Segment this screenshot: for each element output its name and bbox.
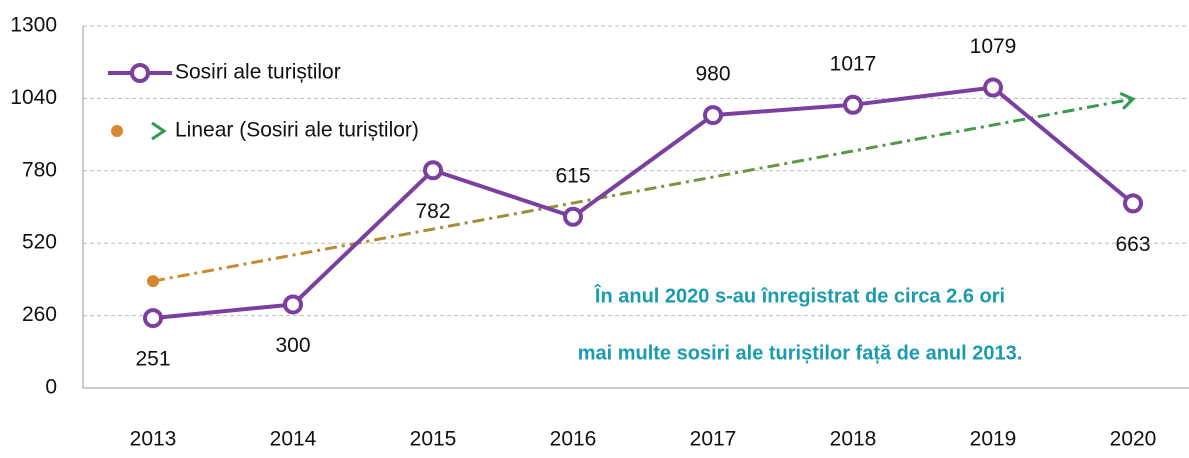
point	[283, 294, 303, 315]
legend-trend-arrow	[151, 121, 167, 141]
x-tick-label: 2020	[1110, 428, 1157, 451]
point	[983, 77, 1003, 98]
point	[1123, 193, 1143, 214]
data-label: 251	[135, 348, 170, 371]
x-tick-label: 2013	[130, 428, 177, 451]
x-tick-label: 2015	[410, 428, 457, 451]
data-label: 1017	[830, 52, 877, 75]
y-tick-label: 1300	[10, 14, 57, 37]
annotation: În anul 2020 s-au înregistrat de circa 2…	[594, 283, 1005, 307]
x-tick-label: 2018	[830, 428, 877, 451]
point	[843, 94, 863, 115]
data-label: 300	[275, 334, 310, 357]
trendline	[152, 97, 1134, 283]
series-line	[152, 85, 1135, 321]
trend-start	[147, 275, 159, 288]
annotation: mai multe sosiri ale turiștilor față de …	[578, 342, 1023, 364]
point	[143, 308, 163, 329]
data-label: 1079	[970, 35, 1017, 58]
y-tick-label: 260	[22, 303, 57, 326]
trend-arrow	[1119, 91, 1136, 110]
x-tick-label: 2019	[970, 428, 1017, 451]
legend-label: Sosiri ale turiștilor	[175, 61, 341, 84]
x-tick-label: 2014	[270, 428, 317, 451]
legend-label: Linear (Sosiri ale turiștilor)	[175, 119, 419, 142]
x-tick-label: 2017	[690, 428, 737, 451]
x-tick-label: 2016	[550, 428, 597, 451]
data-label: 615	[555, 164, 590, 187]
legend-marker	[130, 63, 150, 83]
y-tick-label: 520	[22, 231, 57, 254]
y-tick-label: 1040	[10, 86, 57, 109]
point	[563, 206, 583, 227]
data-label: 663	[1115, 233, 1150, 256]
data-label: 980	[695, 63, 730, 86]
y-tick-label: 0	[45, 376, 57, 399]
point	[703, 105, 723, 126]
y-tick-label: 780	[22, 158, 57, 181]
data-label: 782	[415, 200, 450, 223]
point	[423, 160, 443, 181]
legend-trend-dot	[111, 125, 123, 137]
